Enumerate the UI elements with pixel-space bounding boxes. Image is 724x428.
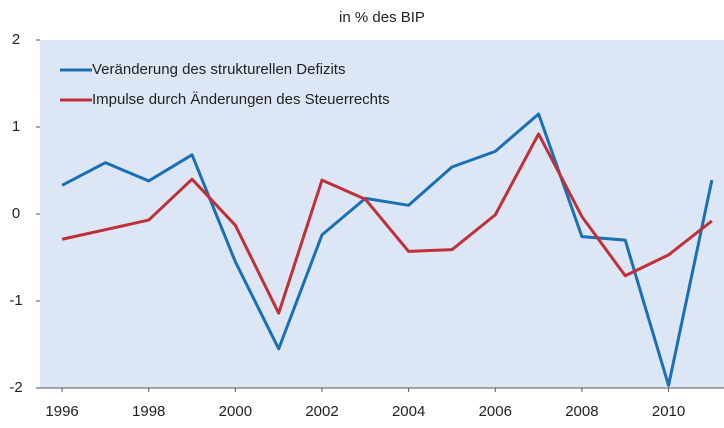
y-tick-label: 0 — [12, 205, 20, 222]
x-tick-label: 1996 — [45, 403, 78, 420]
y-tick-label: 1 — [12, 118, 20, 135]
x-tick-label: 2010 — [652, 403, 685, 420]
x-tick-label: 2006 — [479, 403, 512, 420]
chart-title: in % des BIP — [339, 9, 425, 26]
series-line — [61, 132, 713, 315]
legend-label: Veränderung des strukturellen Defizits — [92, 61, 345, 78]
series-line — [61, 112, 714, 387]
x-tick-label: 2002 — [305, 403, 338, 420]
legend-label: Impulse durch Änderungen des Steuerrecht… — [92, 91, 390, 108]
x-tick-label: 2000 — [219, 403, 252, 420]
x-tick-label: 1998 — [132, 403, 165, 420]
y-tick-label: -1 — [9, 292, 22, 309]
y-tick-label: -2 — [9, 379, 22, 396]
y-tick-label: 2 — [12, 31, 20, 48]
x-tick-label: 2004 — [392, 403, 425, 420]
x-tick-label: 2008 — [565, 403, 598, 420]
